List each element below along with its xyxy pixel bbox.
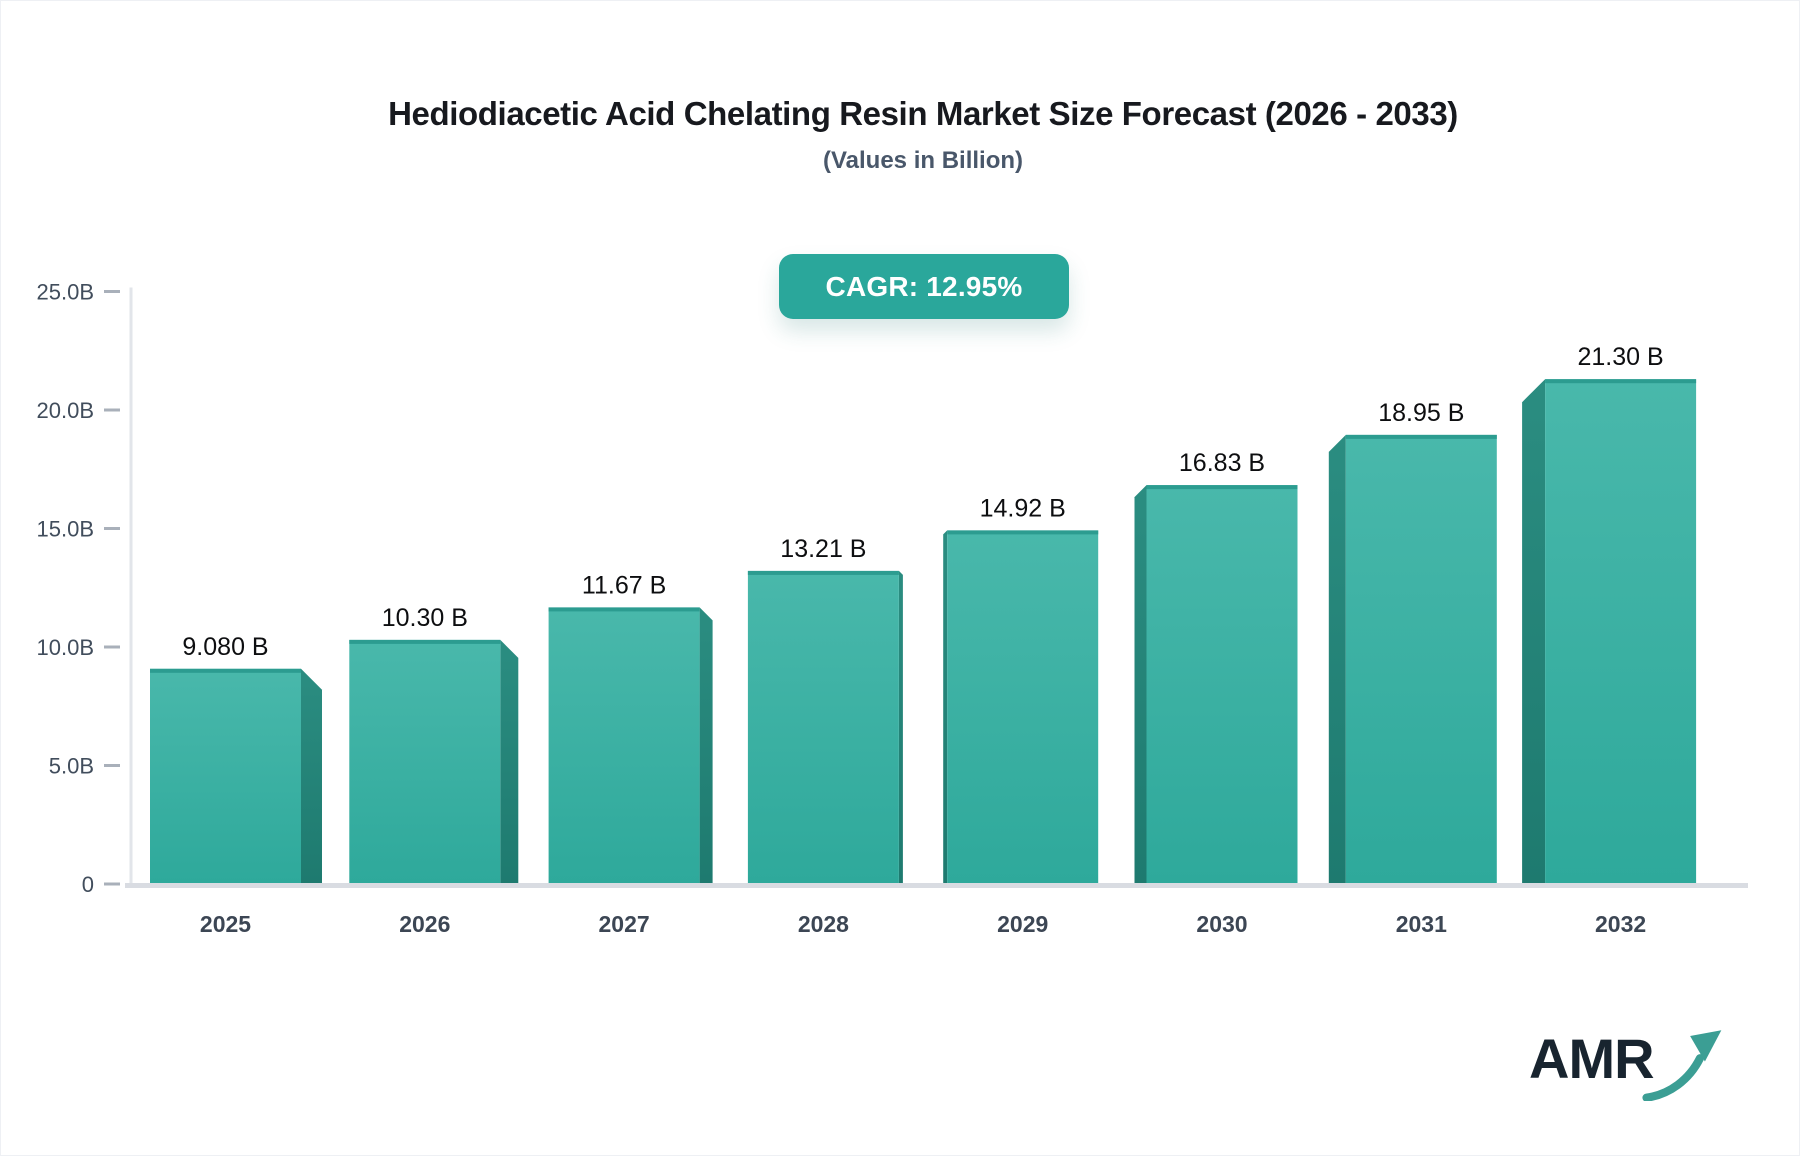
- bar-front-face: [747, 570, 899, 884]
- bar-2032: 21.30 B: [1522, 343, 1697, 884]
- cagr-badge-label: CAGR: 12.95%: [825, 270, 1023, 302]
- bar-value-label: 10.30 B: [382, 604, 468, 632]
- bar-value-label: 14.92 B: [980, 494, 1066, 522]
- bar-top-edge: [747, 570, 899, 575]
- bar-value-label: 9.080 B: [182, 633, 268, 661]
- x-axis: 2025 2026 2027 2028 2029 2030 2031 2032: [200, 911, 1646, 937]
- bar-value-label: 16.83 B: [1179, 449, 1265, 477]
- bar-top-edge: [548, 607, 700, 612]
- x-tick-label: 2029: [997, 911, 1048, 937]
- bar-front-face: [1545, 379, 1697, 884]
- amr-logo-text: AMR: [1529, 1027, 1655, 1090]
- cagr-badge: CAGR: 12.95%: [779, 254, 1069, 319]
- x-tick-label: 2032: [1595, 911, 1646, 937]
- y-tick-label: 25.0B: [37, 280, 95, 305]
- chart-title: Hediodiacetic Acid Chelating Resin Marke…: [388, 95, 1458, 132]
- bar-2025: 9.080 B: [150, 633, 322, 884]
- bar-front-face: [1345, 434, 1497, 884]
- bar-value-label: 13.21 B: [780, 535, 866, 563]
- bar-side-face: [1328, 434, 1346, 884]
- bar-side-face: [500, 639, 519, 884]
- bar-2029: 14.92 B: [943, 494, 1099, 884]
- bar-front-face: [947, 530, 1099, 884]
- bar-top-edge: [1146, 485, 1298, 490]
- y-tick: [104, 408, 120, 412]
- chart-header: Hediodiacetic Acid Chelating Resin Marke…: [1, 1, 1799, 175]
- x-tick-label: 2026: [399, 911, 450, 937]
- bar-top-edge: [349, 639, 501, 644]
- x-tick-label: 2025: [200, 911, 251, 937]
- bar-side-face: [1522, 379, 1546, 884]
- bar-value-label: 11.67 B: [582, 571, 666, 599]
- bar-top-edge: [1345, 434, 1497, 439]
- bar-2031: 18.95 B: [1328, 399, 1497, 884]
- y-tick: [104, 882, 120, 886]
- bar-2028: 13.21 B: [747, 535, 903, 884]
- bar-top-edge: [150, 668, 301, 673]
- x-tick-label: 2030: [1196, 911, 1247, 937]
- bar-2027: 11.67 B: [548, 571, 713, 884]
- x-axis-line: [125, 883, 1748, 888]
- y-tick: [104, 645, 120, 649]
- chart-subtitle: (Values in Billion): [822, 147, 1024, 174]
- bars-group: 9.080 B 10.30 B 11.67 B 13.21 B 14.92 B 16.83…: [150, 343, 1697, 884]
- bar-side-face: [301, 668, 322, 884]
- bar-front-face: [349, 639, 501, 884]
- bar-front-face: [1146, 485, 1298, 884]
- bar-top-edge: [1545, 379, 1697, 384]
- y-axis: 0 5.0B 10.0B 15.0B 20.0B 25.0B: [37, 280, 133, 897]
- bar-front-face: [150, 668, 301, 884]
- amr-logo: AMR: [1529, 1027, 1730, 1101]
- x-tick-label: 2031: [1396, 911, 1447, 937]
- y-tick-label: 10.0B: [37, 635, 95, 660]
- bar-side-face: [898, 570, 903, 884]
- y-tick-label: 0: [82, 872, 94, 897]
- y-tick: [104, 290, 120, 293]
- y-tick: [104, 764, 120, 767]
- bar-side-face: [943, 530, 948, 884]
- bar-2030: 16.83 B: [1134, 449, 1298, 884]
- bar-value-label: 21.30 B: [1578, 343, 1664, 371]
- bar-front-face: [548, 607, 700, 884]
- bar-value-label: 18.95 B: [1378, 399, 1464, 427]
- y-tick-label: 20.0B: [37, 398, 95, 423]
- bar-2026: 10.30 B: [349, 604, 519, 884]
- y-tick-label: 5.0B: [49, 754, 94, 779]
- growth-arrow-icon: [1641, 1030, 1721, 1101]
- bar-top-edge: [947, 530, 1099, 535]
- y-tick: [104, 527, 120, 530]
- bar-side-face: [699, 607, 713, 884]
- bar-side-face: [1134, 485, 1147, 884]
- y-tick-label: 15.0B: [37, 517, 95, 542]
- x-tick-label: 2027: [599, 911, 650, 937]
- x-tick-label: 2028: [798, 911, 849, 937]
